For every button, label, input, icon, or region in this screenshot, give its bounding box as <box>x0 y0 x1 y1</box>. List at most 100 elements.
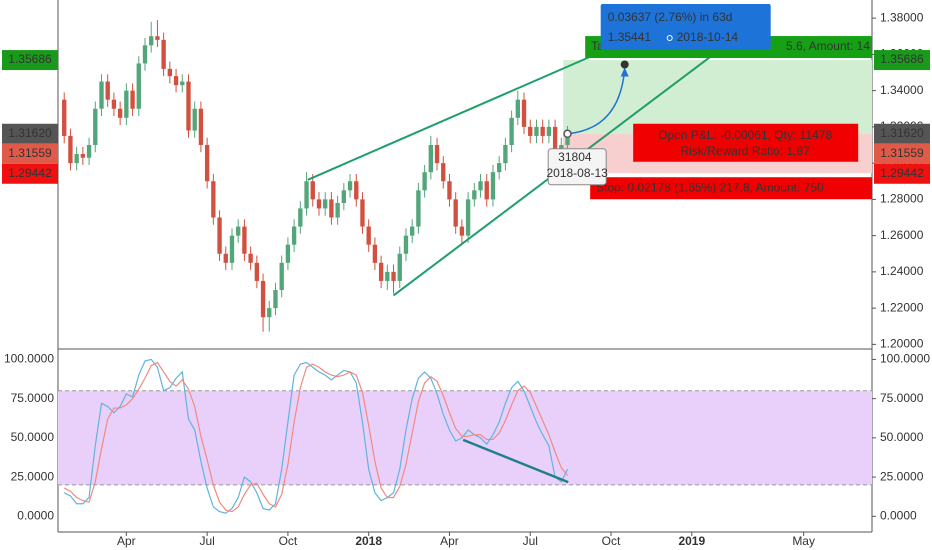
candle-body <box>453 199 458 227</box>
y-tick-label: 1.34000 <box>880 83 924 97</box>
pnl-box <box>633 123 859 162</box>
candle-body <box>459 226 465 236</box>
candle-body <box>155 36 160 40</box>
candle-body <box>341 190 347 203</box>
candle-body <box>291 226 297 245</box>
candle-body <box>323 199 328 209</box>
candle-body <box>422 172 427 191</box>
candle-body <box>354 181 359 200</box>
candle-body <box>565 133 570 145</box>
y-tick-label: 1.38000 <box>880 10 924 24</box>
candle-body <box>267 308 272 318</box>
candle-body <box>186 81 191 131</box>
candle-body <box>497 163 502 173</box>
price-label-right: 1.31620 <box>880 126 924 140</box>
x-tick-label: Jul <box>523 534 538 548</box>
candle-body <box>347 181 353 191</box>
pnl-label: Risk/Reward Ratio: 1.87 <box>680 144 810 158</box>
y-tick-label-left: 100.0000 <box>4 352 54 366</box>
projection-tooltip <box>600 4 771 50</box>
candle-body <box>236 226 241 236</box>
candle-body <box>360 199 365 227</box>
x-tick-label: 2019 <box>678 534 705 548</box>
projection-price: 1.35441 <box>608 30 652 44</box>
candle-body <box>378 262 384 281</box>
y-tick-label: 1.22000 <box>880 300 924 314</box>
y-tick-label: 1.20000 <box>880 337 924 351</box>
stoch-line <box>63 358 569 514</box>
candle-body <box>254 262 260 281</box>
candle-body <box>441 163 446 182</box>
target-label: 5.6, Amount: 14 <box>786 39 870 53</box>
candle-body <box>391 271 396 281</box>
stoch-band <box>58 390 872 485</box>
candle-body <box>335 203 340 218</box>
candle-body <box>540 126 545 136</box>
candle-body <box>403 235 409 254</box>
candle-body <box>528 126 533 136</box>
x-tick-label: Jul <box>199 534 214 548</box>
candle-body <box>484 181 489 200</box>
candle-body <box>260 280 266 318</box>
projection-point <box>620 60 629 69</box>
candle-body <box>149 36 154 46</box>
price-label-left: 1.31559 <box>8 146 52 160</box>
candle-body <box>167 68 173 77</box>
candle-body <box>111 99 117 109</box>
candle-body <box>316 199 322 209</box>
candle-body <box>124 90 129 118</box>
candle-body <box>223 253 228 263</box>
entry-point <box>563 129 572 139</box>
candle-body <box>242 226 247 254</box>
price-label-box-right <box>874 143 930 164</box>
candle-body <box>397 253 402 281</box>
candle-body <box>434 145 440 164</box>
price-label-box-right <box>874 163 930 184</box>
candle-body <box>173 76 179 86</box>
y-tick-label: 1.26000 <box>880 228 924 242</box>
y-tick-label-left: 75.0000 <box>11 391 55 405</box>
x-tick-label: May <box>792 534 815 548</box>
crosshair-box <box>547 148 607 186</box>
candle-body <box>86 145 92 158</box>
candle-body <box>105 81 110 100</box>
candle-body <box>192 108 197 131</box>
candle-body <box>490 172 496 200</box>
candle-body <box>136 63 141 109</box>
x-tick-label: Oct <box>602 534 621 548</box>
candle-body <box>130 90 135 109</box>
candle-body <box>410 226 415 236</box>
candle-body <box>447 181 452 200</box>
candle-body <box>428 145 433 173</box>
price-label-box-right <box>874 123 930 144</box>
stop-box <box>590 177 872 200</box>
candle-body <box>74 154 79 164</box>
candle-body <box>93 108 98 145</box>
projection-arrow <box>567 68 626 135</box>
candle-body <box>385 271 390 281</box>
candle-body <box>204 145 210 182</box>
candle-body <box>198 108 204 145</box>
candle-body <box>310 181 315 200</box>
price-label-box-left <box>2 163 58 184</box>
candle-body <box>279 262 284 290</box>
candle-body <box>552 126 558 155</box>
y-tick-label: 0.0000 <box>880 508 917 522</box>
y-tick-label-left: 0.0000 <box>17 508 54 522</box>
y-tick-label: 75.0000 <box>880 391 924 405</box>
candle-body <box>62 99 67 136</box>
y-tick-label: 100.0000 <box>880 352 930 366</box>
candle-body <box>68 135 73 164</box>
price-label-box-left <box>2 143 58 164</box>
candle-body <box>217 217 222 254</box>
candle-body <box>372 244 378 263</box>
candle-body <box>180 81 185 86</box>
y-tick-label: 1.24000 <box>880 264 924 278</box>
candle-body <box>521 99 527 127</box>
crosshair-date: 2018-08-13 <box>546 166 608 180</box>
y-tick-label-left: 25.0000 <box>11 469 55 483</box>
candle-body <box>211 181 216 218</box>
price-label-right: 1.29442 <box>880 166 924 180</box>
clock-icon <box>666 35 673 41</box>
